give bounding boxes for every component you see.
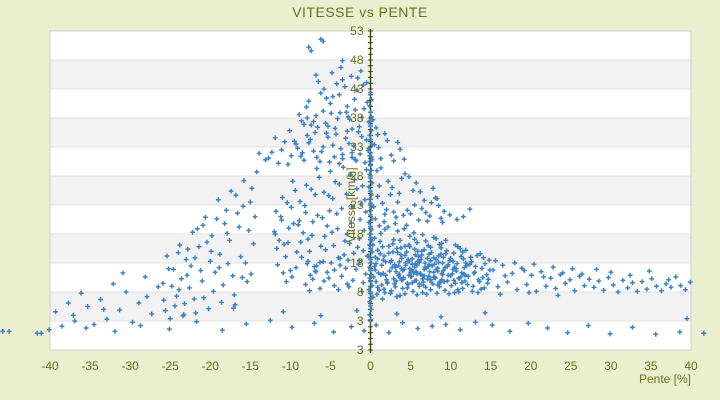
y-tick-label: 13 xyxy=(350,256,364,270)
y-tick-label: 8 xyxy=(357,285,364,299)
x-tick-label: -40 xyxy=(41,359,59,373)
y-tick-label: 43 xyxy=(350,82,364,96)
x-tick-label: -5 xyxy=(325,359,336,373)
y-tick-label: 3 xyxy=(357,314,364,328)
x-tick-label: -25 xyxy=(162,359,180,373)
y-tick-label: 18 xyxy=(350,227,364,241)
data-points xyxy=(0,36,707,337)
y-axis-bottom-label: 3 xyxy=(357,343,364,357)
y-tick-label: 23 xyxy=(350,198,364,212)
y-tick-label: 33 xyxy=(350,140,364,154)
x-tick-label: -10 xyxy=(282,359,300,373)
x-tick-label: -20 xyxy=(202,359,220,373)
x-tick-label: -15 xyxy=(242,359,260,373)
x-tick-label: 0 xyxy=(367,359,374,373)
y-tick-label: 48 xyxy=(350,53,364,67)
x-tick-label: 15 xyxy=(484,359,498,373)
y-tick-label: 28 xyxy=(350,169,364,183)
x-tick-label: 10 xyxy=(444,359,458,373)
y-tick-label: 53 xyxy=(350,24,364,38)
x-tick-label: -30 xyxy=(121,359,139,373)
x-tick-label: 5 xyxy=(407,359,414,373)
x-tick-label: 30 xyxy=(604,359,618,373)
y-axis-title: Vitesse [km/h] xyxy=(344,167,358,243)
chart-title: VITESSE vs PENTE xyxy=(292,4,428,20)
x-tick-label: 20 xyxy=(524,359,538,373)
x-tick-label: 35 xyxy=(644,359,658,373)
x-axis-title: Pente [%] xyxy=(638,372,691,386)
x-tick-label: 25 xyxy=(564,359,578,373)
x-tick-label: -35 xyxy=(81,359,99,373)
y-tick-label: 38 xyxy=(350,111,364,125)
x-tick-label: 40 xyxy=(684,359,698,373)
